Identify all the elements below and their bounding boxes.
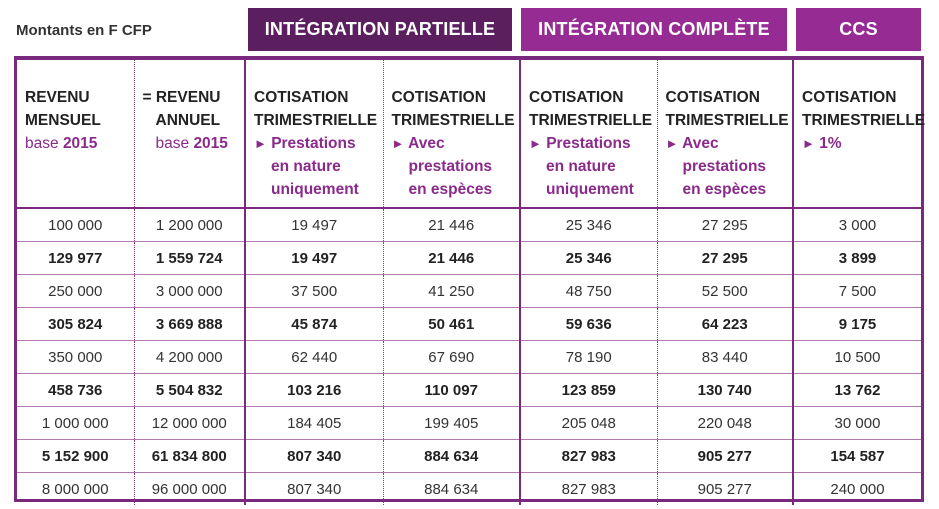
cell-ccs: 13 762: [793, 373, 921, 407]
table-row: 250 000 3 000 000 37 500 41 250 48 750 52 500…: [17, 274, 921, 308]
cell-complete-especes: 64 223: [657, 307, 794, 341]
cell-revenu-annuel: 3 000 000: [134, 274, 246, 308]
cell-partielle-especes: 41 250: [383, 274, 521, 308]
cell-revenu-annuel: 61 834 800: [134, 439, 246, 473]
contributions-table: REVENU MENSUEL base 2015 = REVENU ANNUEL…: [14, 56, 925, 505]
header-complete-nature: COTISATION TRIMESTRIELLE ► Prestations e…: [520, 60, 658, 209]
cell-complete-especes: 905 277: [657, 472, 794, 505]
cell-complete-especes: 27 295: [657, 241, 794, 275]
table-row: 129 977 1 559 724 19 497 21 446 25 346 27 295…: [17, 241, 921, 275]
group-header-ccs: CCS: [796, 8, 921, 51]
table-row: 458 736 5 504 832 103 216 110 097 123 859 130…: [17, 373, 921, 407]
cell-complete-especes: 220 048: [657, 406, 794, 440]
cell-partielle-especes: 67 690: [383, 340, 521, 374]
arrow-icon: ►: [391, 136, 405, 151]
cell-partielle-especes: 21 446: [383, 241, 521, 275]
cell-partielle-especes: 110 097: [383, 373, 521, 407]
cell-partielle-nature: 62 440: [245, 340, 384, 374]
header-ccs: COTISATION TRIMESTRIELLE ► 1%: [793, 60, 925, 209]
cell-revenu-mensuel: 350 000: [17, 340, 135, 374]
header-revenu-mensuel: REVENU MENSUEL base 2015: [17, 60, 135, 209]
table-row: 8 000 000 96 000 000 807 340 884 634 827 983…: [17, 472, 921, 505]
cell-ccs: 154 587: [793, 439, 921, 473]
cell-complete-nature: 48 750: [520, 274, 658, 308]
cell-partielle-especes: 199 405: [383, 406, 521, 440]
table-row: 5 152 900 61 834 800 807 340 884 634 827 983…: [17, 439, 921, 473]
cell-revenu-annuel: 3 669 888: [134, 307, 246, 341]
cell-ccs: 10 500: [793, 340, 921, 374]
cell-revenu-mensuel: 5 152 900: [17, 439, 135, 473]
cell-complete-especes: 130 740: [657, 373, 794, 407]
cell-complete-especes: 27 295: [657, 208, 794, 242]
table-row: 1 000 000 12 000 000 184 405 199 405 205 048…: [17, 406, 921, 440]
cell-partielle-especes: 884 634: [383, 439, 521, 473]
cell-revenu-mensuel: 129 977: [17, 241, 135, 275]
cell-revenu-mensuel: 250 000: [17, 274, 135, 308]
header-row: REVENU MENSUEL base 2015 = REVENU ANNUEL…: [17, 60, 925, 209]
cell-complete-nature: 123 859: [520, 373, 658, 407]
cell-ccs: 240 000: [793, 472, 921, 505]
cell-complete-nature: 827 983: [520, 472, 658, 505]
cell-partielle-especes: 884 634: [383, 472, 521, 505]
table-row: 350 000 4 200 000 62 440 67 690 78 190 83 440…: [17, 340, 921, 374]
arrow-icon: ►: [529, 136, 542, 151]
cell-revenu-annuel: 5 504 832: [134, 373, 246, 407]
cell-complete-especes: 52 500: [657, 274, 794, 308]
cell-partielle-nature: 807 340: [245, 439, 384, 473]
cell-partielle-nature: 184 405: [245, 406, 384, 440]
units-label: Montants en F CFP: [16, 22, 152, 39]
arrow-icon: ►: [665, 136, 679, 151]
arrow-icon: ►: [802, 136, 815, 151]
cell-revenu-annuel: 1 559 724: [134, 241, 246, 275]
cell-complete-nature: 827 983: [520, 439, 658, 473]
cell-ccs: 3 899: [793, 241, 921, 275]
cell-revenu-annuel: 1 200 000: [134, 208, 246, 242]
cell-revenu-mensuel: 8 000 000: [17, 472, 135, 505]
cell-partielle-nature: 19 497: [245, 241, 384, 275]
cell-complete-especes: 905 277: [657, 439, 794, 473]
cell-ccs: 9 175: [793, 307, 921, 341]
group-header-integration-partielle: INTÉGRATION PARTIELLE: [248, 8, 512, 51]
header-partielle-nature: COTISATION TRIMESTRIELLE ► Prestations e…: [245, 60, 384, 209]
cell-partielle-nature: 45 874: [245, 307, 384, 341]
cell-ccs: 3 000: [838, 216, 877, 234]
cell-revenu-annuel: 4 200 000: [134, 340, 246, 374]
table-row: 100 000 1 200 000 19 497 21 446 25 346 27 295…: [17, 208, 921, 242]
cell-revenu-mensuel: 100 000: [17, 208, 135, 242]
arrow-icon: ►: [254, 136, 267, 151]
cell-revenu-mensuel: 1 000 000: [17, 406, 135, 440]
cell-partielle-especes: 50 461: [383, 307, 521, 341]
cell-revenu-mensuel: 458 736: [17, 373, 135, 407]
cell-complete-nature: 78 190: [520, 340, 658, 374]
cell-complete-nature: 59 636: [520, 307, 658, 341]
cell-partielle-nature: 103 216: [245, 373, 384, 407]
cell-revenu-annuel: 12 000 000: [134, 406, 246, 440]
cell-ccs: 30 000: [793, 406, 921, 440]
cell-partielle-especes: 21 446: [383, 208, 521, 242]
cell-partielle-nature: 37 500: [245, 274, 384, 308]
table-row: 305 824 3 669 888 45 874 50 461 59 636 64 223…: [17, 307, 921, 341]
cell-revenu-mensuel: 305 824: [17, 307, 135, 341]
cell-complete-especes: 83 440: [657, 340, 794, 374]
cell-complete-nature: 205 048: [520, 406, 658, 440]
cell-partielle-nature: 19 497: [245, 208, 384, 242]
group-header-integration-complete: INTÉGRATION COMPLÈTE: [521, 8, 787, 51]
cell-complete-nature: 25 346: [520, 241, 658, 275]
cell-ccs: 7 500: [793, 274, 921, 308]
cell-partielle-nature: 807 340: [245, 472, 384, 505]
header-complete-especes: COTISATION TRIMESTRIELLE ► Avec prestati…: [657, 60, 794, 209]
cell-complete-nature: 25 346: [520, 208, 658, 242]
header-revenu-annuel: = REVENU ANNUEL base 2015: [134, 60, 246, 209]
cell-revenu-annuel: 96 000 000: [134, 472, 246, 505]
header-partielle-especes: COTISATION TRIMESTRIELLE ► Avec prestati…: [383, 60, 521, 209]
